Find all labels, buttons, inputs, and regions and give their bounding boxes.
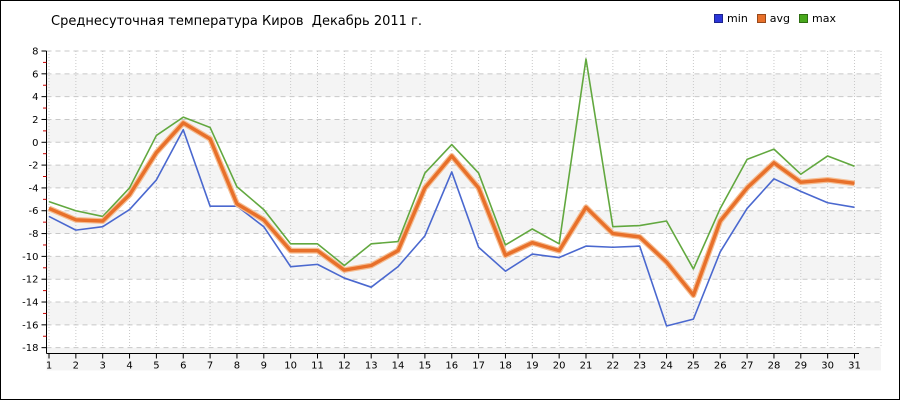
- chart-title: Среднесуточная температура Киров Декабрь…: [51, 14, 423, 29]
- svg-text:5: 5: [153, 361, 159, 372]
- svg-text:0: 0: [32, 138, 38, 149]
- legend-label-avg: avg: [769, 12, 791, 25]
- svg-text:14: 14: [392, 361, 405, 372]
- svg-text:16: 16: [445, 361, 458, 372]
- legend-label-max: max: [812, 12, 836, 25]
- svg-text:28: 28: [768, 361, 781, 372]
- svg-text:12: 12: [338, 361, 351, 372]
- axes: [41, 50, 859, 359]
- svg-text:10: 10: [284, 361, 297, 372]
- svg-text:-10: -10: [22, 252, 38, 263]
- svg-text:4: 4: [32, 92, 38, 103]
- svg-text:8: 8: [234, 361, 240, 372]
- svg-text:-16: -16: [22, 320, 38, 331]
- svg-text:2: 2: [73, 361, 79, 372]
- svg-text:25: 25: [687, 361, 700, 372]
- svg-text:21: 21: [580, 361, 593, 372]
- legend-item-max: max: [799, 12, 836, 25]
- svg-text:30: 30: [821, 361, 834, 372]
- svg-text:3: 3: [100, 361, 106, 372]
- y-tick-labels: 8 6 4 2 0 -2 -4 -6 -8 -10 -12 -14 -16 -18: [22, 47, 38, 355]
- svg-text:19: 19: [526, 361, 539, 372]
- svg-text:-2: -2: [29, 161, 39, 172]
- svg-text:-18: -18: [22, 343, 38, 354]
- svg-text:-14: -14: [22, 298, 38, 309]
- svg-text:13: 13: [365, 361, 378, 372]
- svg-text:1: 1: [46, 361, 52, 372]
- max-swatch-icon: [799, 14, 809, 23]
- legend-label-min: min: [727, 12, 748, 25]
- avg-swatch-icon: [756, 14, 766, 23]
- min-swatch-icon: [714, 14, 724, 23]
- svg-text:15: 15: [419, 361, 432, 372]
- svg-text:9: 9: [261, 361, 267, 372]
- series-line-max: [48, 58, 855, 270]
- series-line-min: [48, 128, 855, 327]
- svg-text:27: 27: [741, 361, 754, 372]
- svg-text:23: 23: [633, 361, 646, 372]
- svg-text:17: 17: [472, 361, 485, 372]
- svg-text:31: 31: [848, 361, 861, 372]
- svg-text:24: 24: [660, 361, 673, 372]
- y-gridlines: [46, 50, 881, 349]
- legend-item-avg: avg: [756, 12, 791, 25]
- svg-text:7: 7: [207, 361, 213, 372]
- legend: min avg max: [714, 12, 836, 25]
- svg-text:18: 18: [499, 361, 512, 372]
- svg-text:6: 6: [180, 361, 186, 372]
- svg-text:26: 26: [714, 361, 727, 372]
- series-line-avg: [47, 119, 855, 299]
- x-tick-labels: 1 2 3 4 5 6 7 8 9 10 11 12 13 14 15 16 17 18 19 20 21 22 23 24 2…: [46, 361, 861, 372]
- svg-text:4: 4: [126, 361, 132, 372]
- svg-text:8: 8: [32, 47, 38, 58]
- band-stripes: [46, 73, 881, 371]
- svg-text:22: 22: [606, 361, 619, 372]
- legend-item-min: min: [714, 12, 748, 25]
- svg-text:6: 6: [32, 69, 38, 80]
- svg-text:-6: -6: [29, 206, 39, 217]
- svg-text:-8: -8: [29, 229, 39, 240]
- svg-text:11: 11: [311, 361, 324, 372]
- svg-text:29: 29: [794, 361, 807, 372]
- svg-text:-12: -12: [22, 275, 38, 286]
- svg-text:-4: -4: [29, 183, 39, 194]
- svg-text:2: 2: [32, 115, 38, 126]
- svg-text:20: 20: [553, 361, 566, 372]
